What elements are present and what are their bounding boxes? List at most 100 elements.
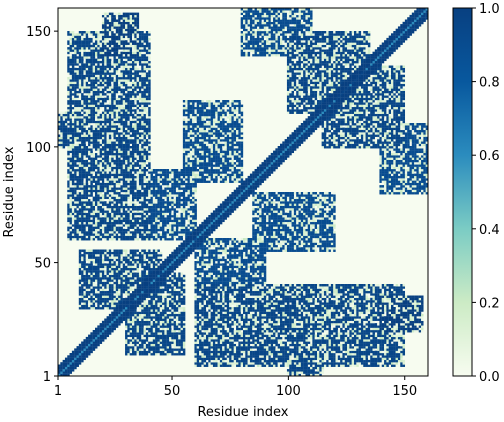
heatmap-cell xyxy=(83,288,86,292)
heatmap-cell xyxy=(145,311,149,315)
heatmap-cell xyxy=(106,226,110,229)
heatmap-cell xyxy=(92,65,96,68)
heatmap-cell xyxy=(106,203,110,206)
heatmap-cell xyxy=(99,217,103,220)
heatmap-cell xyxy=(132,100,135,103)
heatmap-cell xyxy=(122,88,126,91)
heatmap-cell xyxy=(113,261,116,264)
heatmap-cell xyxy=(138,261,142,264)
heatmap-cell xyxy=(76,123,79,126)
heatmap-cell xyxy=(134,325,137,328)
heatmap-cell xyxy=(90,256,93,259)
heatmap-cell xyxy=(92,113,96,117)
heatmap-cell xyxy=(129,219,133,223)
heatmap-cell xyxy=(129,100,133,103)
heatmap-cell xyxy=(111,150,114,154)
heatmap-cell xyxy=(97,180,100,183)
heatmap-cell xyxy=(108,33,112,36)
heatmap-cell xyxy=(85,67,89,71)
heatmap-cell xyxy=(108,290,112,294)
heatmap-cell xyxy=(92,346,96,349)
heatmap-cell xyxy=(145,171,149,174)
heatmap-cell xyxy=(141,100,144,103)
heatmap-cell xyxy=(125,44,128,48)
heatmap-cell xyxy=(60,125,63,128)
heatmap-cell xyxy=(145,185,149,188)
heatmap-cell xyxy=(90,102,93,105)
heatmap-cell xyxy=(69,146,73,149)
heatmap-cell xyxy=(106,155,110,158)
heatmap-cell xyxy=(90,270,93,273)
heatmap-cell xyxy=(83,63,86,66)
heatmap-cell xyxy=(88,60,91,64)
heatmap-cell xyxy=(111,54,114,57)
heatmap-cell xyxy=(134,132,137,135)
heatmap-cell xyxy=(101,297,105,301)
heatmap-cell xyxy=(125,224,128,227)
heatmap-cell xyxy=(118,281,121,285)
heatmap-cell xyxy=(99,187,103,190)
heatmap-cell xyxy=(81,263,84,266)
heatmap-cell xyxy=(92,132,96,135)
heatmap-cell xyxy=(67,194,70,197)
heatmap-cell xyxy=(106,330,110,333)
heatmap-cell xyxy=(125,187,128,190)
heatmap-cell xyxy=(127,104,130,108)
heatmap-cell xyxy=(145,83,149,87)
heatmap-cell xyxy=(90,74,93,78)
heatmap-cell xyxy=(138,72,142,75)
heatmap-cell xyxy=(81,42,84,45)
heatmap-cell xyxy=(138,178,142,181)
heatmap-cell xyxy=(127,330,130,333)
heatmap-cell xyxy=(78,173,82,177)
heatmap-cell xyxy=(74,157,77,160)
heatmap-cell xyxy=(148,81,151,85)
heatmap-cell xyxy=(74,77,77,80)
heatmap-cell xyxy=(95,279,98,282)
heatmap-cell xyxy=(113,267,116,271)
heatmap-cell xyxy=(76,146,79,149)
heatmap-cell xyxy=(127,348,130,351)
heatmap-cell xyxy=(141,189,144,193)
heatmap-cell xyxy=(162,323,165,326)
heatmap-cell xyxy=(157,189,160,193)
heatmap-cell xyxy=(125,116,128,119)
heatmap-cell xyxy=(95,233,98,236)
heatmap-cell xyxy=(99,123,103,126)
heatmap-cell xyxy=(115,228,119,232)
heatmap-cell xyxy=(88,67,91,71)
heatmap-cell xyxy=(125,40,128,43)
heatmap-cell xyxy=(159,300,163,303)
heatmap-cell xyxy=(99,286,103,289)
heatmap-cell xyxy=(81,70,84,73)
heatmap-cell xyxy=(134,157,137,160)
heatmap-cell xyxy=(143,182,147,186)
heatmap-cell xyxy=(60,141,63,144)
heatmap-cell xyxy=(150,341,153,344)
heatmap-cell xyxy=(85,178,89,181)
heatmap-cell xyxy=(134,277,137,280)
heatmap-cell xyxy=(125,123,128,126)
heatmap-cell xyxy=(148,134,151,137)
heatmap-cell xyxy=(118,83,121,87)
heatmap-cell xyxy=(125,164,128,167)
heatmap-cell xyxy=(134,74,137,78)
heatmap-cell xyxy=(152,341,156,344)
heatmap-cell xyxy=(88,95,91,98)
heatmap-cell xyxy=(76,355,79,358)
heatmap-cell xyxy=(99,297,103,301)
heatmap-cell xyxy=(111,297,114,301)
heatmap-cell xyxy=(101,277,105,280)
heatmap-cell xyxy=(118,307,121,310)
heatmap-cell xyxy=(148,182,151,186)
heatmap-cell xyxy=(141,270,144,273)
heatmap-cell xyxy=(127,70,130,73)
heatmap-cell xyxy=(148,288,151,292)
heatmap-cell xyxy=(159,251,163,255)
heatmap-cell xyxy=(141,284,144,287)
heatmap-cell xyxy=(85,277,89,280)
heatmap-cell xyxy=(148,210,151,213)
heatmap-cell xyxy=(78,249,82,252)
heatmap-cell xyxy=(99,251,103,255)
heatmap-cell xyxy=(111,235,114,239)
